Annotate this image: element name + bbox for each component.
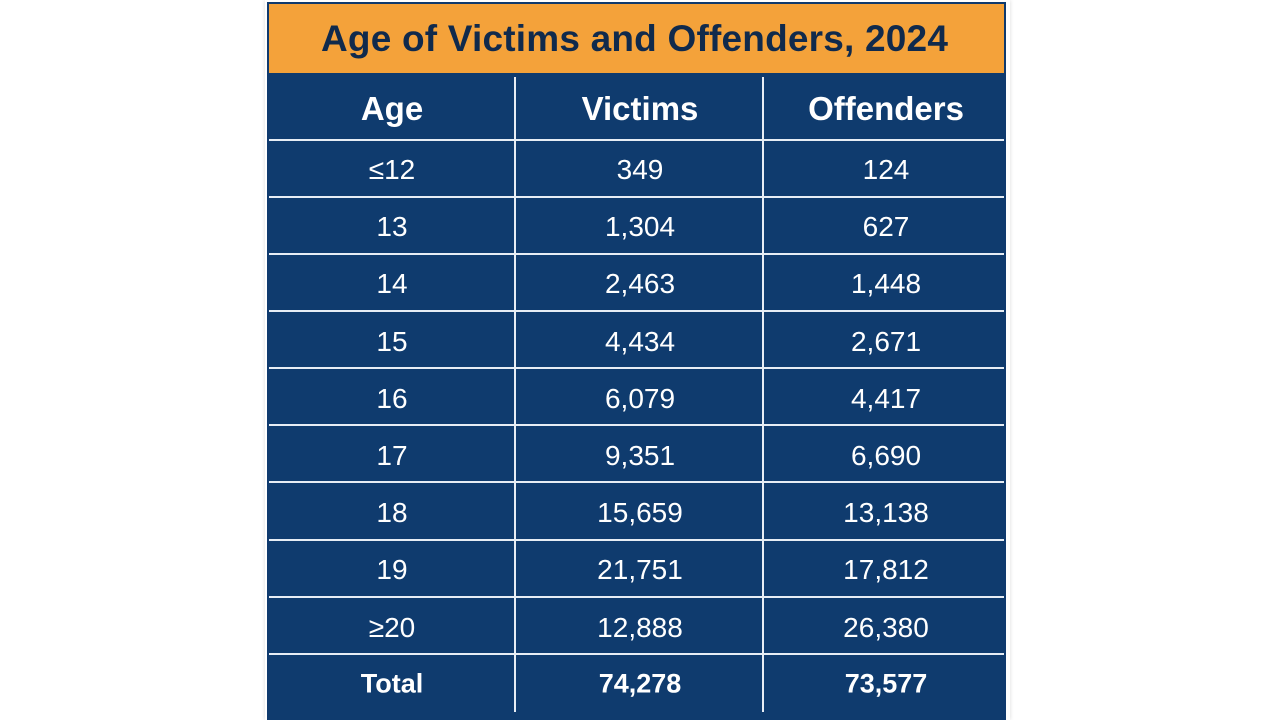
column-divider (762, 77, 764, 712)
header-offenders: Offenders (808, 90, 964, 127)
table-cell-victims: 21,751 (597, 554, 683, 586)
row-divider (269, 253, 1004, 255)
table-cell-offenders: 13,138 (843, 497, 929, 529)
table-title: Age of Victims and Offenders, 2024 (321, 17, 949, 59)
row-divider (269, 596, 1004, 598)
row-divider (269, 539, 1004, 541)
table-cell-victims: 12,888 (597, 611, 683, 643)
table-cell-age: 16 (376, 382, 408, 414)
table-cell-victims: 349 (616, 154, 664, 185)
table-cell-age: 19 (376, 554, 408, 586)
title-bar: Age of Victims and Offenders, 2024 (267, 2, 1006, 73)
table-cell-offenders: 17,812 (843, 554, 929, 586)
data-table: Age Victims Offenders ≤12 349 124 13 1,304 62… (267, 73, 1006, 720)
table-cell-victims: 15,659 (597, 497, 683, 529)
table-cell-victims: 6,079 (604, 382, 676, 414)
table-cell-offenders: 6,690 (850, 440, 922, 471)
row-divider (269, 424, 1004, 426)
table-cell-offenders: 4,417 (850, 382, 922, 414)
table-cell-victims: 4,434 (604, 325, 676, 357)
table-cell-victims: 2,463 (604, 268, 676, 300)
table-cell-offenders: 1,448 (850, 268, 922, 300)
row-divider (269, 367, 1004, 369)
table-cell-age: 15 (376, 325, 408, 357)
total-offenders: 73,577 (844, 668, 928, 699)
table-cell-age: 14 (376, 268, 408, 300)
row-divider (269, 481, 1004, 483)
row-divider (269, 139, 1004, 141)
table-cell-offenders: 2,671 (850, 325, 922, 357)
column-divider (514, 77, 516, 712)
table-card: Age of Victims and Offenders, 2024 Age V… (265, 0, 1010, 720)
row-divider (269, 653, 1004, 655)
table-cell-age: ≥20 (368, 611, 416, 643)
table-cell-victims: 1,304 (604, 211, 676, 243)
table-cell-offenders: 26,380 (843, 611, 929, 643)
table-cell-age: 18 (376, 497, 408, 529)
header-age: Age (360, 90, 424, 127)
table-cell-victims: 9,351 (604, 440, 676, 471)
header-victims: Victims (581, 90, 699, 127)
table-cell-age: ≤12 (368, 154, 416, 185)
row-divider (269, 310, 1004, 312)
row-divider (269, 196, 1004, 198)
total-label: Total (360, 668, 424, 699)
table-cell-age: 13 (376, 211, 408, 243)
total-victims: 74,278 (598, 668, 682, 699)
table-cell-age: 17 (376, 440, 408, 471)
table-cell-offenders: 627 (862, 211, 910, 243)
table-cell-offenders: 124 (862, 154, 910, 185)
